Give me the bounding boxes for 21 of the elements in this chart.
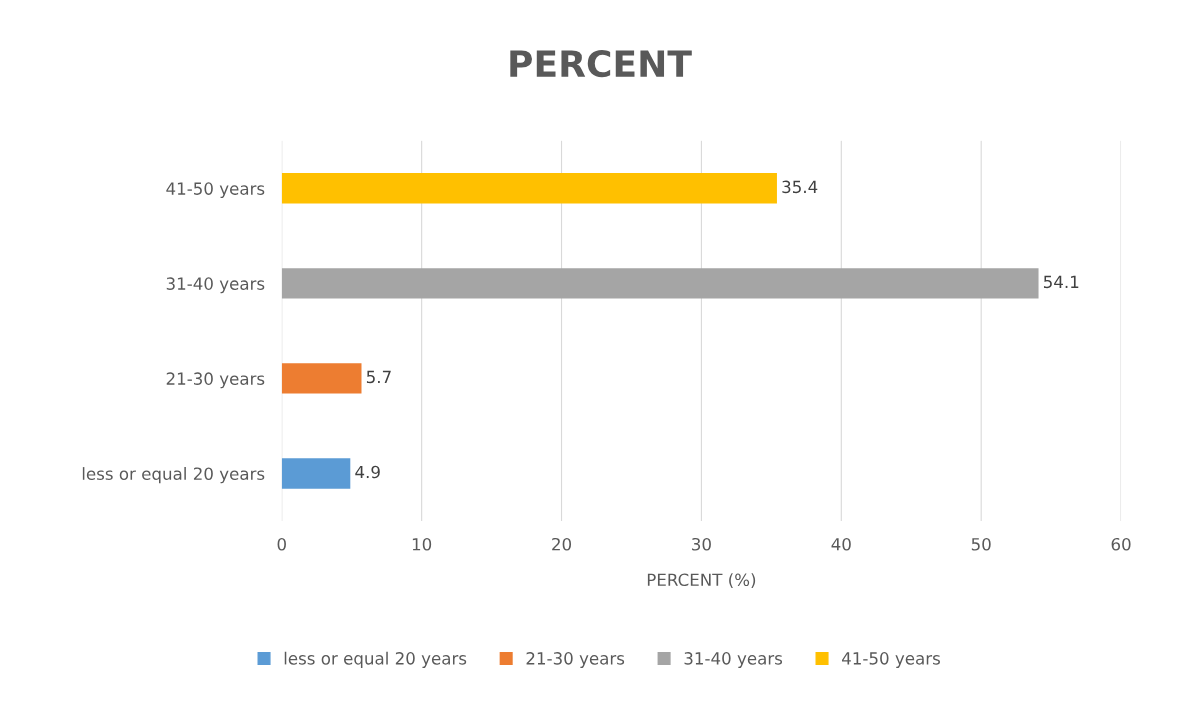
- chart-title: PERCENT: [510, 49, 692, 78]
- y-tick-label: 41-50 years: [166, 182, 265, 199]
- y-tick-label: 21-30 years: [166, 372, 265, 389]
- data-label: 54.1: [1043, 275, 1079, 289]
- x-tick-label: 40: [831, 537, 851, 551]
- data-label: 35.4: [782, 180, 818, 194]
- x-tick-label: 20: [552, 537, 572, 551]
- y-tick-label: 31-40 years: [166, 277, 265, 294]
- x-tick-label: 30: [692, 537, 711, 551]
- data-label: 5.7: [366, 370, 391, 384]
- legend-label: less or equal 20 years: [284, 651, 467, 668]
- legend-label: 21-30 years: [526, 652, 625, 668]
- y-tick-label: less or equal 20 years: [82, 467, 265, 484]
- x-axis-title: PERCENT (%): [647, 573, 756, 589]
- legend-label: 31-40 years: [684, 652, 783, 668]
- data-label: 4.9: [355, 465, 380, 479]
- x-tick-label: 50: [971, 537, 991, 551]
- x-tick-label: 0: [277, 537, 286, 551]
- x-tick-label: 60: [1111, 537, 1131, 551]
- x-tick-label: 10: [412, 537, 432, 551]
- legend-label: 41-50 years: [842, 652, 940, 668]
